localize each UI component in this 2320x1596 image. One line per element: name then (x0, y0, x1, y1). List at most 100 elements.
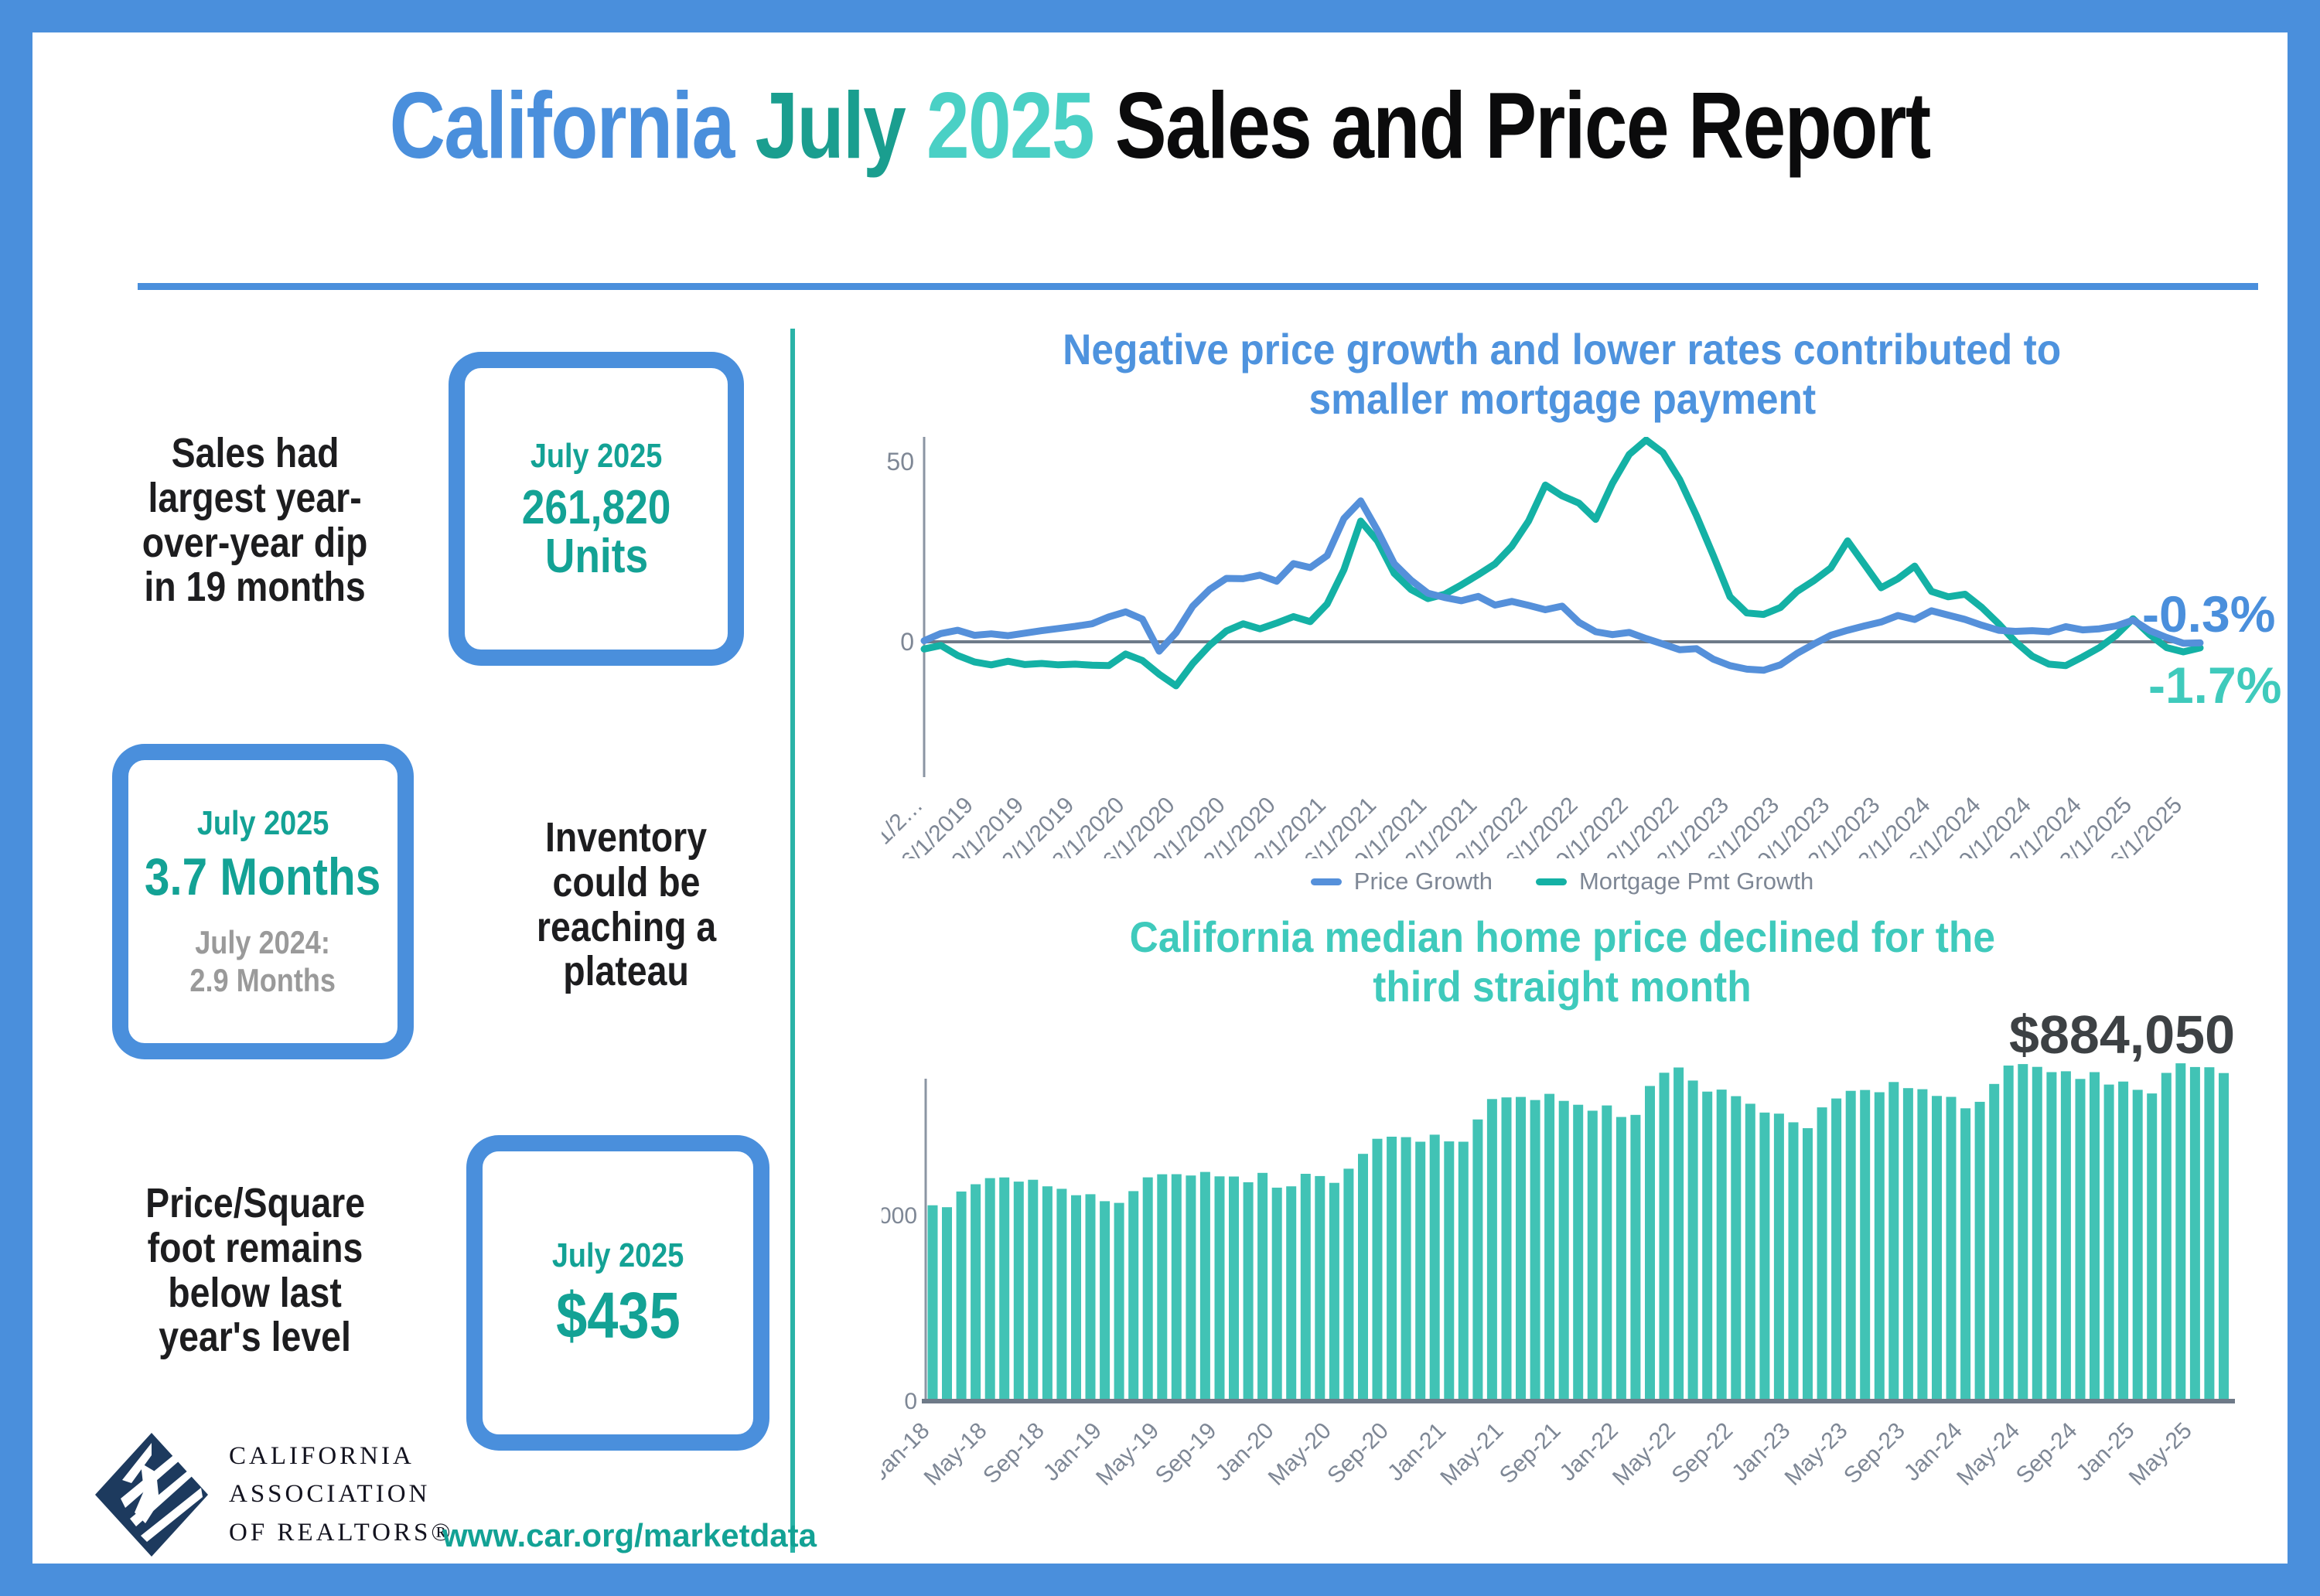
median-price-bar (1602, 1105, 1612, 1401)
median-price-bar (2103, 1084, 2114, 1401)
stat-box-inventory-months: July 2025 3.7 Months July 2024: 2.9 Mont… (112, 744, 414, 1059)
median-price-bar (2204, 1067, 2215, 1401)
median-price-bar (1645, 1086, 1655, 1401)
median-price-bar (1358, 1154, 1368, 1401)
median-price-bar (2161, 1073, 2172, 1401)
median-price-bar (1673, 1067, 1684, 1401)
stat-box-sales-units: July 2025 261,820 Units (449, 352, 744, 666)
stat-headline-sales: Sales had largest year- over-year dip in… (142, 430, 368, 611)
mortgage-growth-dash-icon (1535, 878, 1567, 885)
stat-box-price-sqft: July 2025 $435 (466, 1135, 769, 1451)
x-tick-label: May-24 (1952, 1418, 2025, 1491)
median-price-bar (1056, 1188, 1067, 1401)
median-price-bar (2132, 1090, 2143, 1401)
median-price-bar (1989, 1083, 2000, 1401)
title-california: California (390, 73, 735, 178)
median-price-bar (1100, 1201, 1111, 1401)
median-price-bar (1429, 1134, 1440, 1401)
median-price-bar (2018, 1064, 2028, 1401)
x-tick-label: Sep-20 (1322, 1418, 1394, 1489)
median-price-bar (1831, 1098, 1842, 1401)
bar-chart-title: California median home price declined fo… (1129, 912, 1995, 1011)
stat-subnote-value: 2.9 Months (189, 961, 336, 998)
median-price-bar (927, 1205, 938, 1401)
median-price-bar (1243, 1182, 1254, 1401)
median-price-bar (1845, 1090, 1856, 1401)
median-price-bar (1486, 1099, 1497, 1401)
median-price-bar (2090, 1072, 2100, 1401)
median-price-bar (1773, 1113, 1784, 1401)
stat-subnote-period: July 2024: (195, 924, 331, 961)
median-price-bar (2075, 1079, 2086, 1401)
median-price-bar (1343, 1168, 1354, 1401)
median-price-bar (1329, 1182, 1339, 1401)
median-price-bar (2032, 1066, 2042, 1401)
line-chart-title: Negative price growth and lower rates co… (1063, 325, 2062, 423)
median-price-bar (1157, 1174, 1168, 1401)
median-price-bar (2175, 1063, 2186, 1401)
median-price-bar (1731, 1096, 1742, 1401)
median-price-bar (1788, 1122, 1799, 1401)
median-price-bar (1186, 1175, 1196, 1401)
median-price-bar (1415, 1141, 1426, 1401)
x-tick-label: May-19 (1091, 1418, 1164, 1491)
x-tick-label: Sep-23 (1839, 1418, 1910, 1489)
mortgage-growth-end-label: -1.7% (2148, 656, 2282, 714)
title-report: Sales and Price Report (1115, 73, 1931, 178)
price-growth-line (920, 497, 2204, 674)
median-price-bar (956, 1191, 967, 1401)
median-price-bar (1860, 1090, 1871, 1401)
stat-headline-inventory: Inventory could be reaching a plateau (536, 814, 717, 995)
line-chart-legend: Price Growth Mortgage Pmt Growth (882, 868, 2243, 895)
legend-item-mortgage-growth: Mortgage Pmt Growth (1535, 868, 1813, 895)
median-price-bar (1300, 1174, 1311, 1401)
stat-period: July 2025 (196, 804, 329, 843)
median-price-bar (1659, 1073, 1670, 1401)
median-price-bar (2147, 1093, 2158, 1401)
stat-value-price-sqft: $435 (555, 1279, 681, 1352)
median-price-bar (1128, 1191, 1139, 1401)
page-title: California July 2025 Sales and Price Report (0, 71, 2320, 179)
stat-value-months: 3.7 Months (145, 847, 381, 907)
median-price-bar (1745, 1103, 1755, 1401)
median-price-bar (1028, 1179, 1039, 1401)
stat-period: July 2025 (551, 1236, 684, 1275)
median-price-bar (2118, 1081, 2129, 1401)
median-price-bar (2060, 1071, 2071, 1401)
median-price-bar (1587, 1110, 1598, 1401)
median-price-bar (971, 1184, 981, 1401)
median-price-bar (1013, 1182, 1024, 1401)
median-price-bar (1085, 1194, 1096, 1401)
median-price-bar (1702, 1091, 1713, 1401)
x-tick-label: Sep-24 (2011, 1418, 2083, 1489)
median-price-bar (1530, 1100, 1540, 1401)
median-price-bar (1974, 1101, 1985, 1401)
median-price-bar (1817, 1107, 1827, 1401)
median-price-bar (2003, 1066, 2014, 1401)
marketdata-url-link[interactable]: www.car.org/marketdata (442, 1517, 817, 1553)
median-price-bar (1932, 1096, 1942, 1401)
median-price-bar (1387, 1137, 1397, 1401)
median-price-bar (1401, 1137, 1411, 1401)
median-price-bar (999, 1177, 1010, 1401)
price-growth-end-label: -0.3% (2142, 585, 2276, 643)
x-tick-label: Sep-18 (978, 1418, 1049, 1489)
median-price-bar (1874, 1092, 1885, 1401)
x-tick-label: May-25 (2124, 1418, 2197, 1491)
car-logo-wordmark: CALIFORNIA ASSOCIATION OF REALTORS® (229, 1441, 454, 1547)
median-price-bar (984, 1178, 995, 1401)
median-price-bar (1946, 1096, 1957, 1401)
stat-value-units-word: Units (544, 530, 648, 583)
price-vs-mortgage-line-chart: 5003/1/2…6/1/20199/1/201912/1/20193/1/20… (882, 437, 2204, 858)
median-price-bar (2219, 1073, 2229, 1401)
median-price-bar (1558, 1100, 1569, 1401)
latest-median-price-annotation: $884,050 (2009, 1004, 2235, 1065)
car-logo-diamond-icon (95, 1433, 208, 1557)
median-price-bar (1902, 1088, 1913, 1401)
stat-value-units-number: 261,820 (521, 480, 671, 534)
stat-period: July 2025 (530, 436, 663, 475)
median-price-bars (927, 1063, 2229, 1401)
median-home-price-bar-chart: 5000000Jan-18May-18Sep-18Jan-19May-19Sep… (882, 1063, 2235, 1491)
y-tick-label: 0 (900, 628, 914, 656)
